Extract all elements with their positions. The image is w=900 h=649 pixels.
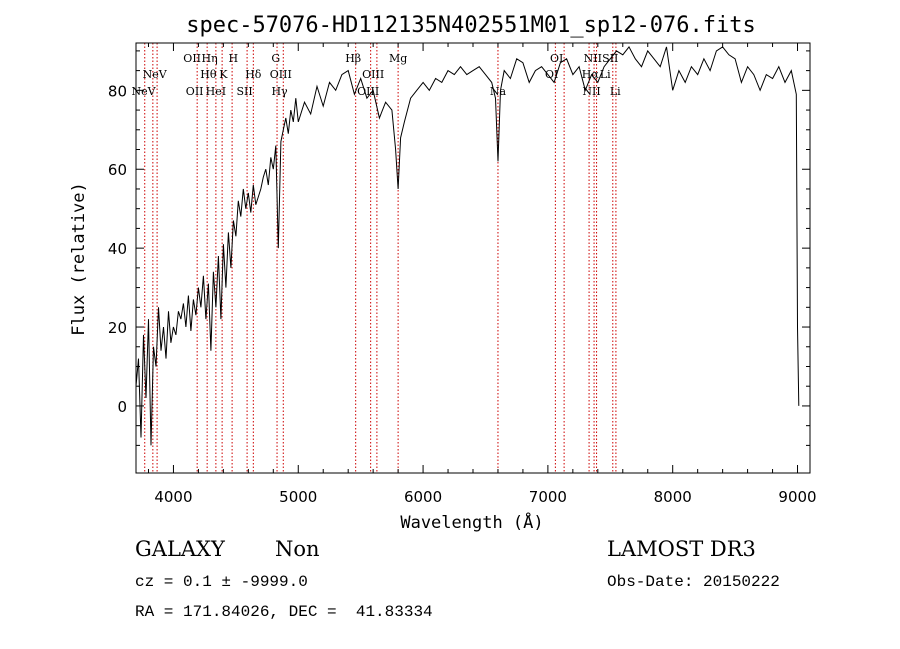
marker-label-3-8: Li: [610, 85, 621, 98]
y-tick-label-2: 40: [108, 240, 127, 258]
chart-title: spec-57076-HD112135N402551M01_sp12-076.f…: [186, 13, 756, 38]
marker-label-2-8: Li: [600, 68, 611, 81]
marker-label-2-6: OI: [545, 68, 558, 81]
marker-label-2-7: Hα: [582, 68, 600, 81]
x-axis-label: Wavelength (Å): [400, 511, 543, 533]
x-tick-label-1: 5000: [279, 488, 317, 506]
marker-label-2-4: OIII: [270, 68, 292, 81]
object-subclass: Non: [275, 537, 320, 561]
x-tick-label-2: 6000: [404, 488, 442, 506]
marker-label-1-0: OII: [183, 52, 201, 65]
marker-label-2-3: Hδ: [245, 68, 262, 81]
y-tick-label-0: 0: [117, 398, 127, 416]
y-tick-label-3: 60: [108, 161, 127, 179]
marker-label-1-6: OI: [550, 52, 563, 65]
marker-label-1-2: H: [229, 52, 239, 65]
marker-label-3-3: SII: [236, 85, 252, 98]
y-tick-label-4: 80: [108, 82, 127, 100]
survey-name: LAMOST DR3: [607, 537, 756, 561]
redshift-value: cz = 0.1 ± -9999.0: [135, 573, 308, 591]
marker-label-1-4: Hβ: [345, 52, 361, 65]
y-axis-label: Flux (relative): [69, 182, 89, 336]
marker-label-1-7: NII: [584, 52, 602, 65]
marker-label-2-0: NeV: [143, 68, 168, 81]
x-tick-label-5: 9000: [778, 488, 816, 506]
marker-label-3-2: HeI: [206, 85, 226, 98]
x-tick-label-3: 7000: [529, 488, 567, 506]
marker-label-3-6: Na: [490, 85, 507, 98]
marker-label-3-0: NeV: [131, 85, 156, 98]
marker-label-2-5: OIII: [362, 68, 384, 81]
marker-label-2-2: K: [219, 68, 228, 81]
marker-label-1-5: Mg: [389, 52, 407, 65]
x-axis-ticks: 4000 5000 6000 7000 8000 9000: [147, 43, 817, 506]
marker-label-3-4: Hγ: [271, 85, 288, 98]
marker-label-3-7: NII: [582, 85, 600, 98]
marker-label-1-3: G: [271, 52, 280, 65]
spectrum-line: [135, 45, 800, 446]
obs-date: Obs-Date: 20150222: [607, 573, 780, 591]
emission-line-markers: [144, 43, 617, 473]
plot-frame: [135, 42, 811, 474]
marker-label-2-1: Hθ: [200, 68, 217, 81]
y-axis-ticks: 0 20 40 60 80: [108, 50, 810, 446]
y-tick-label-1: 20: [108, 319, 127, 337]
marker-label-3-1: OII: [186, 85, 204, 98]
marker-label-1-1: Hη: [202, 52, 218, 65]
object-class: GALAXY: [135, 537, 225, 561]
coordinates: RA = 171.84026, DEC = 41.83334: [135, 603, 433, 621]
x-tick-label-0: 4000: [154, 488, 192, 506]
x-tick-label-4: 8000: [654, 488, 692, 506]
